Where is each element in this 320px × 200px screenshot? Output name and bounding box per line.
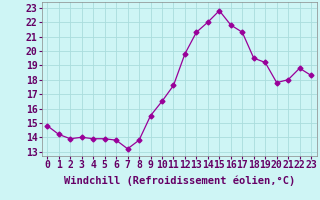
X-axis label: Windchill (Refroidissement éolien,°C): Windchill (Refroidissement éolien,°C) — [64, 176, 295, 186]
